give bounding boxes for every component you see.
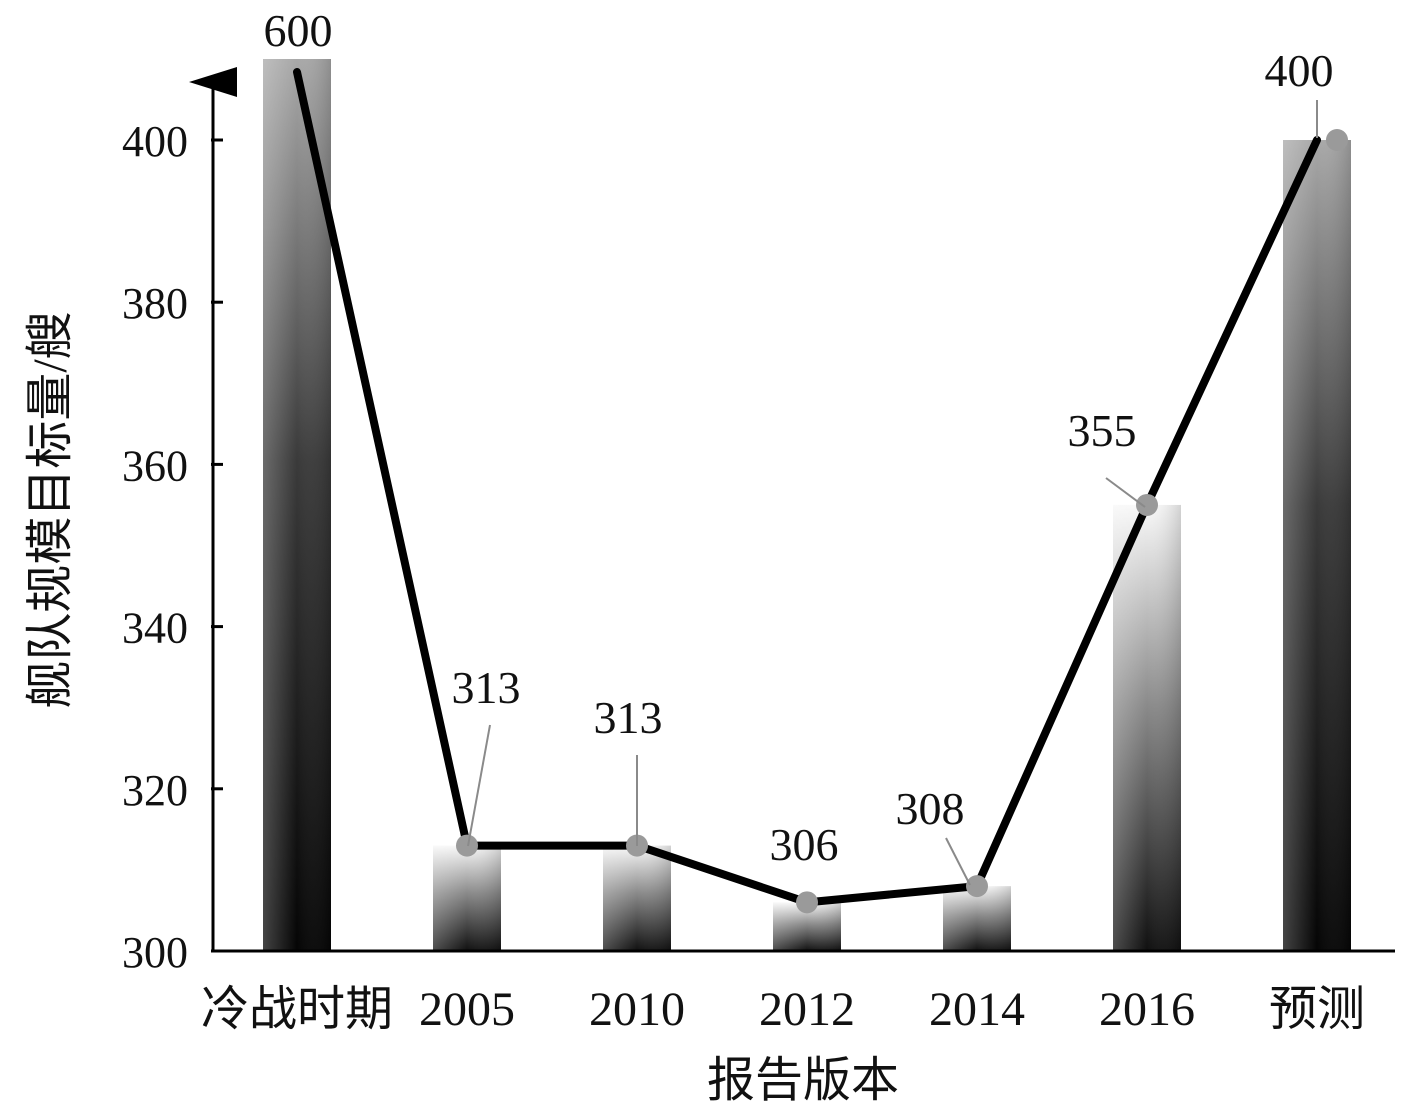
leader-line [467,724,491,847]
data-label: 308 [896,783,965,834]
bar-shading [1113,504,1181,951]
x-category-label: 冷战时期 [201,983,393,1036]
y-tick-label: 380 [122,279,188,328]
data-label: 313 [594,692,663,743]
y-tick-label: 320 [122,766,188,815]
x-category-label: 预测 [1269,983,1365,1036]
data-point [456,834,478,857]
data-point [1136,493,1158,516]
x-categories: 冷战时期 2005 2010 2012 2014 2016 预测 [201,983,1365,1036]
bar-shading [263,59,331,951]
y-tick-label: 360 [122,441,188,490]
bar-shading [433,845,501,951]
data-point [1326,129,1348,151]
line-layer [293,68,1348,914]
labels-layer: 600 313 313 306 308 355 400 [264,5,1334,886]
data-point [796,891,818,914]
leader-line [1105,477,1146,508]
bars-layer [263,59,1351,951]
data-label: 313 [452,662,521,713]
y-tick-label: 340 [122,604,188,653]
y-tick-label: 400 [122,117,188,166]
data-label: 306 [770,819,839,870]
axes [189,67,1395,953]
data-label: 600 [264,5,333,56]
bar-shading [603,845,671,951]
x-category-label: 2005 [419,983,515,1036]
leader-line [945,837,971,886]
x-category-label: 2012 [759,983,855,1036]
x-category-label: 2010 [589,983,685,1036]
data-label: 355 [1068,405,1137,456]
bar-shading [1283,140,1351,951]
x-category-label: 2016 [1099,983,1195,1036]
x-axis-title: 报告版本 [707,1054,899,1107]
x-category-label: 2014 [929,983,1025,1036]
y-tick-label: 300 [122,928,188,977]
data-point [966,875,988,898]
y-ticks: 300 320 340 360 380 400 [122,117,223,977]
data-label: 400 [1265,45,1334,96]
y-axis-title: 舰队规模目标量/艘 [24,311,77,708]
